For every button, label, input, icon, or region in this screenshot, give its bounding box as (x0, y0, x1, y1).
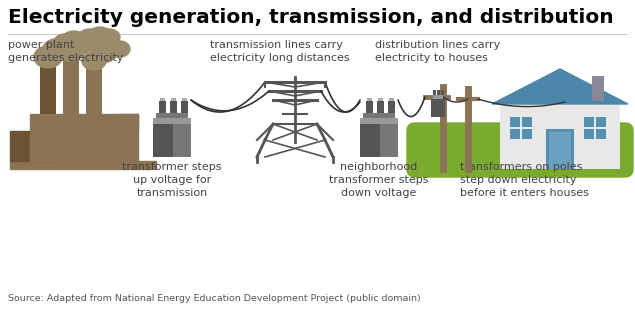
Ellipse shape (101, 42, 123, 58)
Bar (510, 117, 532, 139)
Text: neighborhood
transformer steps
down voltage: neighborhood transformer steps down volt… (330, 162, 429, 198)
Bar (592, 76, 604, 101)
Bar (170, 101, 177, 113)
Bar (380, 124, 398, 157)
Polygon shape (492, 69, 628, 104)
Ellipse shape (34, 46, 62, 68)
Ellipse shape (77, 29, 103, 49)
Bar (360, 124, 380, 157)
Text: transformer steps
up voltage for
transmission: transformer steps up voltage for transmi… (123, 162, 222, 198)
Ellipse shape (82, 52, 106, 70)
Ellipse shape (88, 27, 112, 45)
Ellipse shape (72, 32, 94, 50)
Bar (171, 98, 176, 101)
Bar (377, 101, 384, 113)
Ellipse shape (58, 41, 84, 61)
Bar (173, 124, 191, 157)
Bar (160, 98, 165, 101)
Bar (86, 66, 102, 114)
Ellipse shape (81, 35, 101, 51)
Bar (433, 95, 443, 99)
Text: transformers on poles
step down electricity
before it enters houses: transformers on poles step down electric… (460, 162, 589, 198)
Bar (500, 104, 620, 169)
Ellipse shape (110, 41, 130, 57)
Text: power plant
generates electricity: power plant generates electricity (8, 40, 123, 63)
Ellipse shape (43, 39, 69, 59)
Bar (441, 90, 444, 95)
Bar (378, 98, 383, 101)
Bar (153, 124, 173, 157)
Bar (389, 98, 394, 101)
Bar (63, 56, 79, 114)
Bar (433, 90, 436, 95)
Bar (182, 98, 187, 101)
Text: Source: Adapted from National Energy Education Development Project (public domai: Source: Adapted from National Energy Edu… (8, 294, 421, 303)
Polygon shape (30, 114, 138, 161)
FancyBboxPatch shape (407, 123, 633, 177)
Bar (360, 118, 398, 124)
Ellipse shape (91, 45, 115, 63)
Ellipse shape (98, 29, 120, 45)
Ellipse shape (67, 34, 93, 54)
Text: transmission lines carry
electricity long distances: transmission lines carry electricity lon… (210, 40, 350, 63)
Bar (367, 98, 372, 101)
Text: distribution lines carry
electricity to houses: distribution lines carry electricity to … (375, 40, 500, 63)
Text: Electricity generation, transmission, and distribution: Electricity generation, transmission, an… (8, 8, 613, 27)
Polygon shape (10, 161, 156, 169)
Bar (431, 99, 445, 117)
Bar (366, 101, 373, 113)
Bar (40, 62, 56, 114)
Polygon shape (118, 114, 138, 131)
Bar (388, 101, 395, 113)
Polygon shape (10, 131, 60, 161)
Bar (546, 129, 574, 169)
Bar (156, 113, 188, 118)
Bar (153, 118, 191, 124)
Bar (549, 132, 571, 169)
Ellipse shape (61, 31, 87, 51)
Bar (437, 90, 440, 95)
Bar (584, 117, 606, 139)
Bar (363, 113, 395, 118)
Ellipse shape (53, 34, 77, 54)
Bar (181, 101, 188, 113)
Bar (159, 101, 166, 113)
